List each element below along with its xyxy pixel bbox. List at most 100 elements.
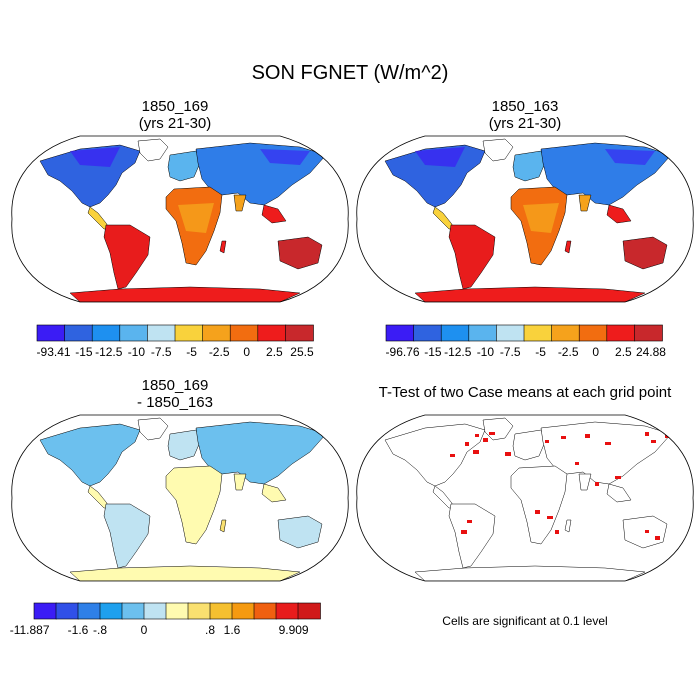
continent-seAsia [606, 483, 632, 503]
continent-europe [167, 429, 201, 461]
map1-outline [11, 135, 349, 303]
colorbar2-label: -2.5 [557, 345, 579, 359]
colorbar2-box-9 [634, 324, 663, 342]
colorbar2-label: 2.5 [615, 345, 632, 359]
colorbar3-box-7 [187, 602, 211, 620]
panel4-title-line1: T-Test of two Case means at each grid po… [378, 384, 672, 401]
significant-cell [555, 530, 559, 534]
continent-india [233, 473, 247, 491]
colorbar2-box-6 [551, 324, 581, 342]
continent-india [233, 194, 247, 212]
map2-land [384, 138, 672, 302]
region-siberia-cold [605, 149, 655, 165]
colorbar1-svg [36, 324, 314, 342]
region-canada-cold [70, 147, 120, 167]
significant-cell [475, 434, 479, 437]
colorbar3-box-6 [165, 602, 189, 620]
colorbar3-box-12 [297, 602, 321, 620]
colorbar3-box-3 [99, 602, 123, 620]
colorbar3-box-8 [209, 602, 233, 620]
significant-cell [595, 482, 599, 486]
colorbar3-label: -11.887 [9, 623, 50, 637]
map-panel-3 [11, 414, 349, 582]
panel2-title-line2: (yrs 21-30) [488, 115, 562, 132]
continent-australia [277, 515, 323, 549]
colorbar-labels-panel-2: -96.76 -15 -12.5 -10 -7.5 -5 -2.5 0 2.5 24.88 [386, 345, 666, 361]
colorbar2-box-1 [413, 324, 443, 342]
significance-note: Cells are significant at 0.1 level [442, 614, 608, 628]
colorbar2-box-0 [385, 324, 415, 342]
continent-seAsia [261, 204, 287, 224]
significant-cell [467, 520, 472, 523]
colorbar2-box-7 [578, 324, 608, 342]
continent-africa [165, 465, 223, 545]
map4-outline [356, 414, 694, 582]
continent-northAmerica [39, 423, 141, 487]
significant-cell [561, 436, 566, 439]
colorbar1-label: -5 [186, 345, 197, 359]
map1-land [39, 138, 327, 302]
continent-greenland [137, 417, 169, 441]
continent-africa [510, 465, 568, 545]
colorbar1-label: 0 [243, 345, 251, 359]
significant-cell [547, 516, 553, 519]
colorbar3-box-4 [121, 602, 145, 620]
continent-india [578, 473, 592, 491]
significant-cell [615, 476, 621, 479]
colorbar3-box-11 [275, 602, 299, 620]
significant-cell [655, 536, 660, 540]
colorbar1-label: -2.5 [208, 345, 230, 359]
significant-cell [645, 432, 649, 436]
colorbar1-label: -7.5 [150, 345, 172, 359]
panel2-title: 1850_163 (yrs 21-30) [390, 98, 660, 132]
continent-madagascar [219, 519, 227, 533]
panel1-title: 1850_169 (yrs 21-30) [40, 98, 310, 132]
colorbar1-label: -15 [75, 345, 93, 359]
significant-cell [575, 462, 579, 465]
colorbar2-box-3 [468, 324, 498, 342]
colorbar1-box-4 [147, 324, 176, 342]
colorbar3-label: -1.6 [67, 623, 89, 637]
region-tropics-warm [178, 203, 214, 233]
significant-cell [505, 452, 511, 456]
colorbar1-box-3 [119, 324, 149, 342]
panel4-title: T-Test of two Case means at each grid po… [350, 384, 700, 401]
colorbar2-box-5 [523, 324, 553, 342]
map-panel-2 [356, 135, 694, 303]
colorbar-panel-1 [36, 324, 314, 342]
colorbar2-label: -7.5 [499, 345, 521, 359]
colorbar2-box-2 [440, 324, 470, 342]
colorbar-labels-panel-3: -11.887 -1.6 -.8 0 .8 1.6 9.909 [10, 623, 320, 639]
significant-cell [545, 440, 549, 443]
panel1-title-line2: (yrs 21-30) [138, 115, 212, 132]
colorbar2-label: -5 [535, 345, 546, 359]
significant-cell [605, 442, 611, 445]
colorbar1-box-8 [257, 324, 287, 342]
map3-land [39, 417, 327, 581]
map2-outline [356, 135, 694, 303]
colorbar2-label: -12.5 [444, 345, 472, 359]
continent-northAmerica [39, 144, 141, 208]
colorbar2-box-4 [496, 324, 525, 342]
colorbar3-label: 9.909 [278, 623, 309, 637]
significant-cell [535, 510, 540, 514]
map3-outline [11, 414, 349, 582]
significant-cell [461, 530, 467, 534]
panel3-title: 1850_169 - 1850_163 [40, 377, 310, 411]
colorbar3-box-10 [253, 602, 277, 620]
continent-australia [277, 236, 323, 270]
significant-cell [450, 454, 455, 457]
panel1-title-line1: 1850_169 [141, 98, 209, 115]
colorbar-panel-2 [385, 324, 663, 342]
colorbar2-label: 24.88 [635, 345, 666, 359]
colorbar3-label: 1.6 [223, 623, 241, 637]
colorbar1-label: -10 [127, 345, 146, 359]
continent-greenland [482, 417, 514, 441]
colorbar3-box-0 [33, 602, 57, 620]
continent-northAmerica [384, 423, 486, 487]
significant-cell [651, 440, 656, 443]
continent-europe [512, 429, 546, 461]
region-siberia-cold [260, 149, 310, 165]
continent-southAmerica [448, 503, 496, 569]
continent-europe [167, 150, 201, 182]
